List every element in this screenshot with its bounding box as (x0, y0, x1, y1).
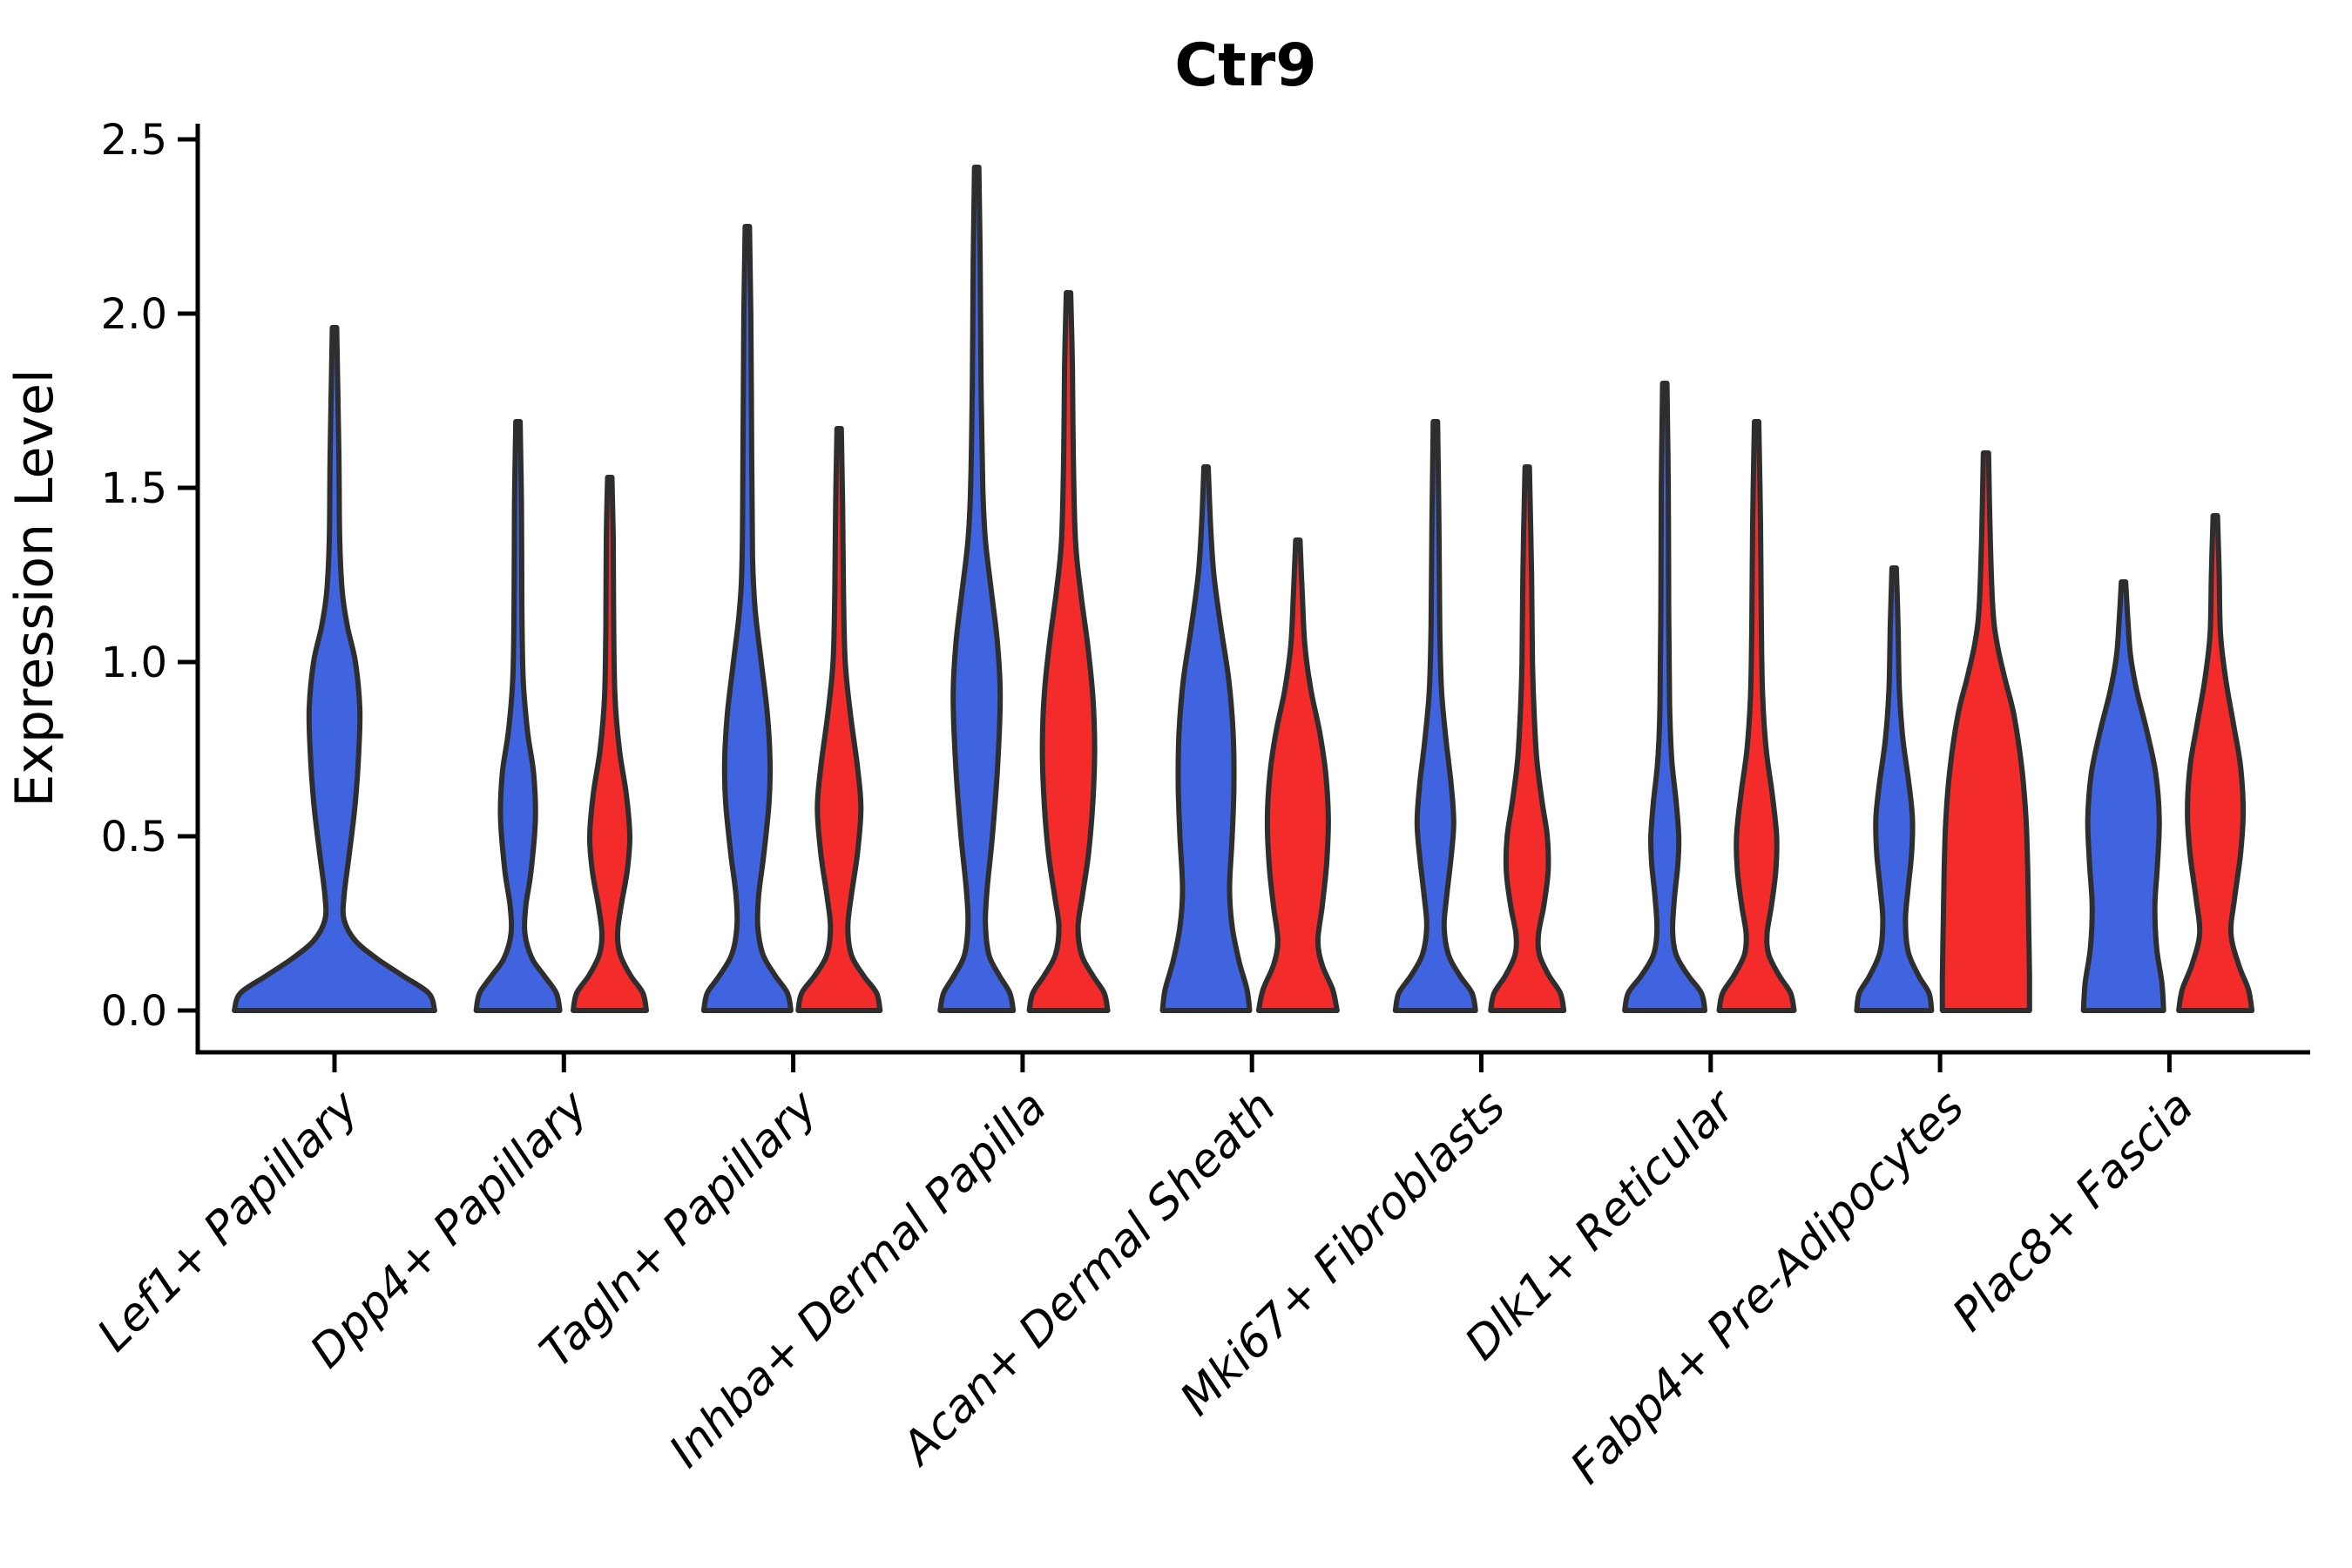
violin-plac8-fascia-red (2176, 513, 2255, 1013)
y-axis-label: Expression Level (4, 368, 65, 807)
violin-dpp4-papillary-blue (473, 419, 563, 1013)
violin-fabp4-pre-adipocytes-red (1939, 450, 2032, 1013)
axes-layer (178, 124, 2310, 1072)
violin-dpp4-papillary-red (571, 475, 649, 1013)
violin-inhba-dermal-papilla-blue (937, 165, 1017, 1013)
violin-layer (232, 165, 2255, 1013)
y-tick-label: 0.5 (101, 813, 167, 862)
violin-tagln-papillary-red (795, 426, 883, 1013)
y-tick-label: 0.0 (101, 987, 167, 1036)
violin-acan-dermal-sheath-blue (1159, 464, 1253, 1013)
violin-fabp4-pre-adipocytes-blue (1854, 565, 1935, 1013)
x-tick-label: Plac8+ Fascia (1943, 1081, 2203, 1342)
violin-plac8-fascia-blue (2080, 579, 2166, 1013)
violin-mki67-fibroblasts-blue (1392, 419, 1478, 1013)
violin-inhba-dermal-papilla-red (1026, 290, 1111, 1013)
violin-acan-dermal-sheath-red (1255, 537, 1340, 1013)
violin-dlk1-reticular-red (1716, 419, 1797, 1013)
y-tick-label: 1.0 (101, 639, 167, 687)
violin-lef1-papillary-blue (232, 325, 437, 1013)
violin-dlk1-reticular-blue (1622, 381, 1708, 1013)
x-tick-label: Fabp4+ Pre-Adipocytes (1561, 1081, 1975, 1495)
chart-title: Ctr9 (1174, 31, 1316, 100)
x-tick-label: Acan+ Dermal Sheath (890, 1081, 1286, 1477)
y-tick-label: 2.5 (101, 116, 167, 165)
y-tick-label: 1.5 (101, 464, 167, 513)
y-tick-label: 2.0 (101, 290, 167, 339)
x-tick-label: Inhba+ Dermal Papilla (659, 1081, 1057, 1478)
violin-tagln-papillary-blue (700, 224, 794, 1013)
violin-mki67-fibroblasts-red (1488, 464, 1567, 1013)
